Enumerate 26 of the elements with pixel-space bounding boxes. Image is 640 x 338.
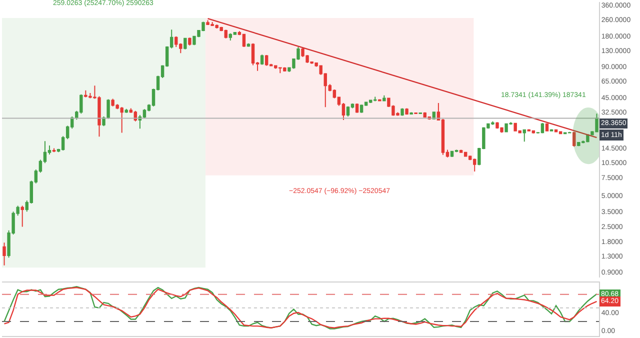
candlestick — [260, 54, 264, 66]
candlestick — [572, 132, 576, 146]
candlestick — [242, 33, 246, 48]
candlestick — [382, 94, 386, 102]
candlestick — [532, 130, 536, 134]
candlestick — [450, 150, 454, 158]
candlestick — [418, 112, 422, 115]
candlestick — [400, 108, 404, 116]
candlestick — [405, 108, 408, 116]
candlestick — [522, 129, 526, 142]
candlestick — [410, 112, 413, 115]
candlestick — [568, 131, 572, 134]
candlestick — [368, 99, 372, 104]
candlestick — [464, 152, 468, 158]
candlestick — [378, 98, 382, 102]
candlestick — [527, 128, 531, 132]
candlestick — [355, 103, 359, 114]
candlestick — [414, 112, 418, 115]
candlestick — [550, 128, 554, 132]
candlestick — [264, 54, 268, 66]
candlestick — [360, 104, 364, 114]
candlestick — [540, 122, 544, 134]
candlestick — [228, 32, 232, 42]
candlestick — [558, 130, 562, 135]
candlestick — [545, 122, 549, 132]
candlestick — [346, 106, 350, 118]
